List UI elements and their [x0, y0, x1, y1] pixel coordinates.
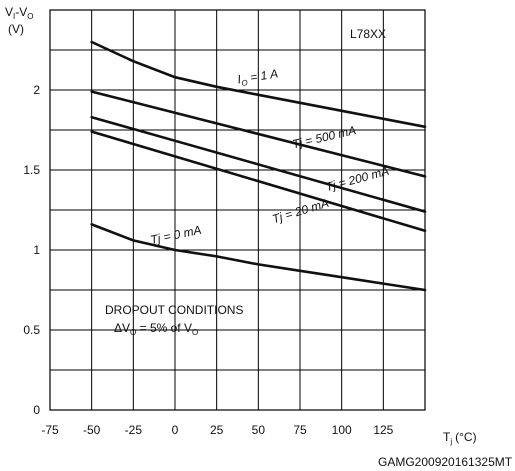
y-tick-label: 0 [33, 403, 40, 417]
y-tick-label: 1 [33, 243, 40, 257]
series-line-1 [90, 90, 427, 178]
x-tick-label: 125 [373, 423, 393, 437]
y-tick-label: 1.5 [23, 163, 40, 177]
series-line-0 [90, 40, 427, 129]
x-tick-label: 0 [172, 423, 179, 437]
x-axis-label: Tj (°C) [443, 430, 477, 446]
x-tick-label: -25 [125, 423, 143, 437]
series-line-4 [90, 223, 427, 292]
series-label-4: Tj = 0 mA [149, 223, 202, 247]
grid [49, 9, 426, 411]
annotation-line-1: DROPOUT CONDITIONS [105, 303, 243, 317]
plot-frame [49, 9, 426, 411]
series-label-2: Tj = 200 mA [324, 164, 390, 194]
footer-code: GAMG200920161325MT [378, 455, 513, 469]
x-tick-label: 100 [332, 423, 352, 437]
x-tick-label: 75 [293, 423, 307, 437]
y-axis-label: VI-VO [5, 5, 33, 21]
series-line-3 [90, 130, 427, 233]
series-label-0: IO = 1 A [236, 66, 279, 88]
tick-labels: -75 -50 -25 0 25 50 75 100 125 0 0.5 1 1.5 2 [23, 83, 393, 437]
x-tick-label: -75 [41, 423, 59, 437]
y-tick-label: 2 [33, 83, 40, 97]
annotation-line-2: ΔVO = 5% of VO [114, 321, 198, 337]
y-axis-unit: (V) [8, 22, 24, 36]
series-label-1: Tj = 500 mA [291, 123, 358, 151]
x-tick-label: 50 [252, 423, 266, 437]
y-tick-label: 0.5 [23, 323, 40, 337]
x-tick-label: 25 [210, 423, 224, 437]
x-tick-label: -50 [83, 423, 101, 437]
curves [90, 40, 427, 292]
inset-label: L78XX [350, 27, 386, 41]
series-line-2 [90, 115, 427, 213]
